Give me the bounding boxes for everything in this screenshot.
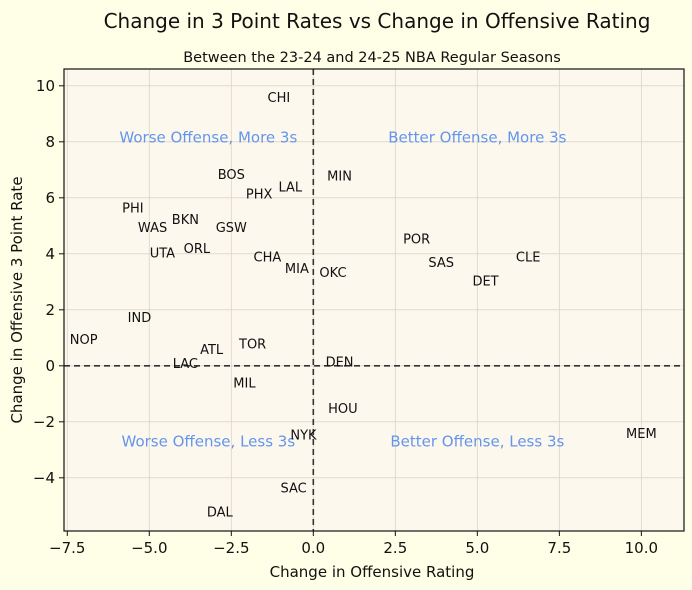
quadrant-label-top-right: Better Offense, More 3s: [388, 129, 566, 147]
team-label-cha: CHA: [254, 251, 282, 266]
x-tick-label: −7.5: [49, 539, 85, 557]
team-label-sac: SAC: [281, 482, 307, 497]
x-tick-label: 7.5: [547, 539, 571, 557]
team-label-tor: TOR: [238, 337, 266, 352]
team-label-mem: MEM: [626, 427, 657, 442]
y-tick-label: 8: [45, 133, 55, 151]
team-label-min: MIN: [327, 169, 352, 184]
team-label-okc: OKC: [319, 266, 346, 281]
x-tick-label: 10.0: [625, 539, 658, 557]
team-label-nyk: NYK: [290, 428, 317, 443]
quadrant-label-bottom-left: Worse Offense, Less 3s: [122, 432, 296, 450]
y-tick-label: 2: [45, 301, 55, 319]
team-label-chi: CHI: [268, 91, 291, 106]
team-label-ind: IND: [128, 311, 152, 326]
team-label-hou: HOU: [328, 402, 358, 417]
team-label-atl: ATL: [200, 343, 224, 358]
plot-frame: [63, 68, 685, 532]
team-label-was: WAS: [138, 221, 167, 236]
y-tick-label: 6: [45, 189, 55, 207]
team-label-por: POR: [403, 232, 430, 247]
y-tick-label: 10: [36, 77, 55, 95]
chart-subtitle: Between the 23-24 and 24-25 NBA Regular …: [183, 50, 561, 66]
x-tick-label: 5.0: [465, 539, 489, 557]
team-label-sas: SAS: [428, 256, 454, 271]
y-tick-label: −4: [33, 469, 55, 487]
quadrant-label-bottom-right: Better Offense, Less 3s: [390, 432, 564, 450]
y-tick-label: −2: [33, 413, 55, 431]
team-label-gsw: GSW: [216, 221, 247, 236]
team-label-bkn: BKN: [172, 213, 199, 228]
x-tick-label: −5.0: [131, 539, 167, 557]
team-label-mil: MIL: [233, 377, 256, 392]
team-label-cle: CLE: [516, 251, 541, 266]
team-label-lac: LAC: [173, 357, 198, 372]
x-tick-label: −2.5: [213, 539, 249, 557]
team-label-den: DEN: [326, 356, 354, 371]
team-label-uta: UTA: [150, 246, 175, 261]
x-tick-label: 2.5: [383, 539, 407, 557]
team-label-det: DET: [472, 274, 498, 289]
y-tick-label: 4: [45, 245, 55, 263]
chart-title: Change in 3 Point Rates vs Change in Off…: [104, 9, 651, 33]
data-labels: CHI MIN BOS LAL PHX PHI BKN WAS GSW POR ORL UTA CHA C…: [70, 91, 657, 520]
team-label-mia: MIA: [285, 262, 309, 277]
team-label-nop: NOP: [70, 333, 98, 348]
team-label-lal: LAL: [279, 181, 303, 196]
team-label-phx: PHX: [246, 188, 273, 203]
team-label-orl: ORL: [184, 242, 211, 257]
plot-area: [64, 69, 684, 531]
quadrant-label-top-left: Worse Offense, More 3s: [119, 129, 297, 147]
team-label-dal: DAL: [207, 505, 234, 520]
axis-ticks: −7.5 −5.0 −2.5 0.0 2.5 5.0 7.5 10.0 −4 −2 0 2 4 6 8 10: [33, 77, 658, 557]
quadrant-labels: Worse Offense, More 3s Better Offense, Mo…: [119, 129, 566, 451]
reference-lines: [64, 69, 684, 531]
team-label-bos: BOS: [218, 168, 245, 183]
y-tick-label: 0: [45, 357, 55, 375]
team-label-phi: PHI: [122, 202, 143, 217]
y-axis-label: Change in Offensive 3 Point Rate: [8, 176, 26, 423]
x-tick-label: 0.0: [301, 539, 325, 557]
x-axis-label: Change in Offensive Rating: [270, 563, 475, 581]
